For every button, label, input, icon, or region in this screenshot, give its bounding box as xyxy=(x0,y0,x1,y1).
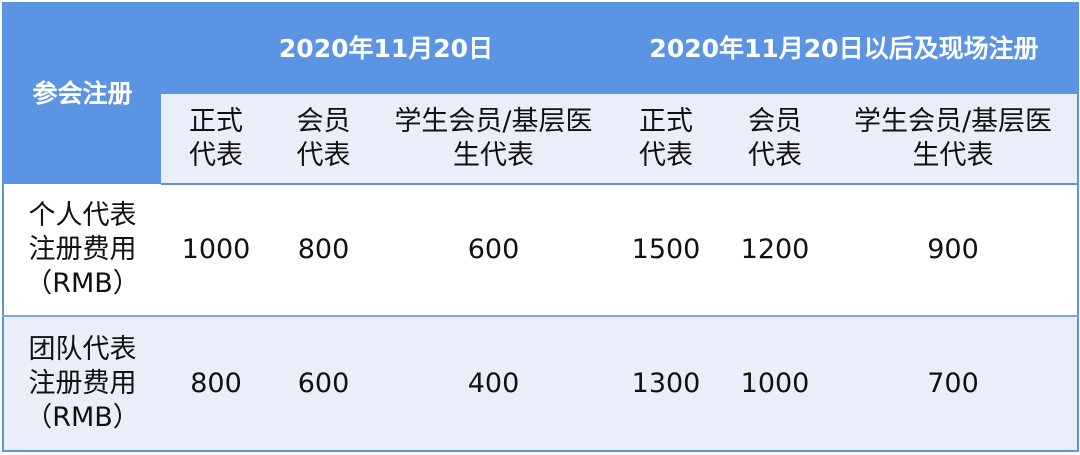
fee-cell: 900 xyxy=(829,184,1079,317)
fee-cell: 1500 xyxy=(611,184,721,317)
fee-cell: 1000 xyxy=(161,184,271,317)
fee-cell: 1300 xyxy=(611,316,721,451)
row-label: 团队代表 注册费用 （RMB） xyxy=(3,316,161,451)
fee-cell: 700 xyxy=(829,316,1079,451)
group-header-after: 2020年11月20日以后及现场注册 xyxy=(611,3,1079,94)
column-header: 会员 代表 xyxy=(271,94,376,185)
column-header: 学生会员/基层医 生代表 xyxy=(829,94,1079,185)
fee-cell: 400 xyxy=(376,316,611,451)
column-header: 会员 代表 xyxy=(721,94,829,185)
fee-cell: 600 xyxy=(271,316,376,451)
group-header-before: 2020年11月20日 xyxy=(161,3,611,94)
table-row: 个人代表 注册费用 （RMB） 1000 800 600 1500 1200 9… xyxy=(3,184,1079,317)
fee-cell: 800 xyxy=(161,316,271,451)
table-row: 团队代表 注册费用 （RMB） 800 600 400 1300 1000 70… xyxy=(3,316,1079,451)
column-header: 正式 代表 xyxy=(161,94,271,185)
fee-cell: 800 xyxy=(271,184,376,317)
fee-cell: 1000 xyxy=(721,316,829,451)
column-header: 正式 代表 xyxy=(611,94,721,185)
fee-cell: 600 xyxy=(376,184,611,317)
column-header: 学生会员/基层医 生代表 xyxy=(376,94,611,185)
row-label: 个人代表 注册费用 （RMB） xyxy=(3,184,161,317)
corner-header: 参会注册 xyxy=(3,3,161,184)
fee-cell: 1200 xyxy=(721,184,829,317)
